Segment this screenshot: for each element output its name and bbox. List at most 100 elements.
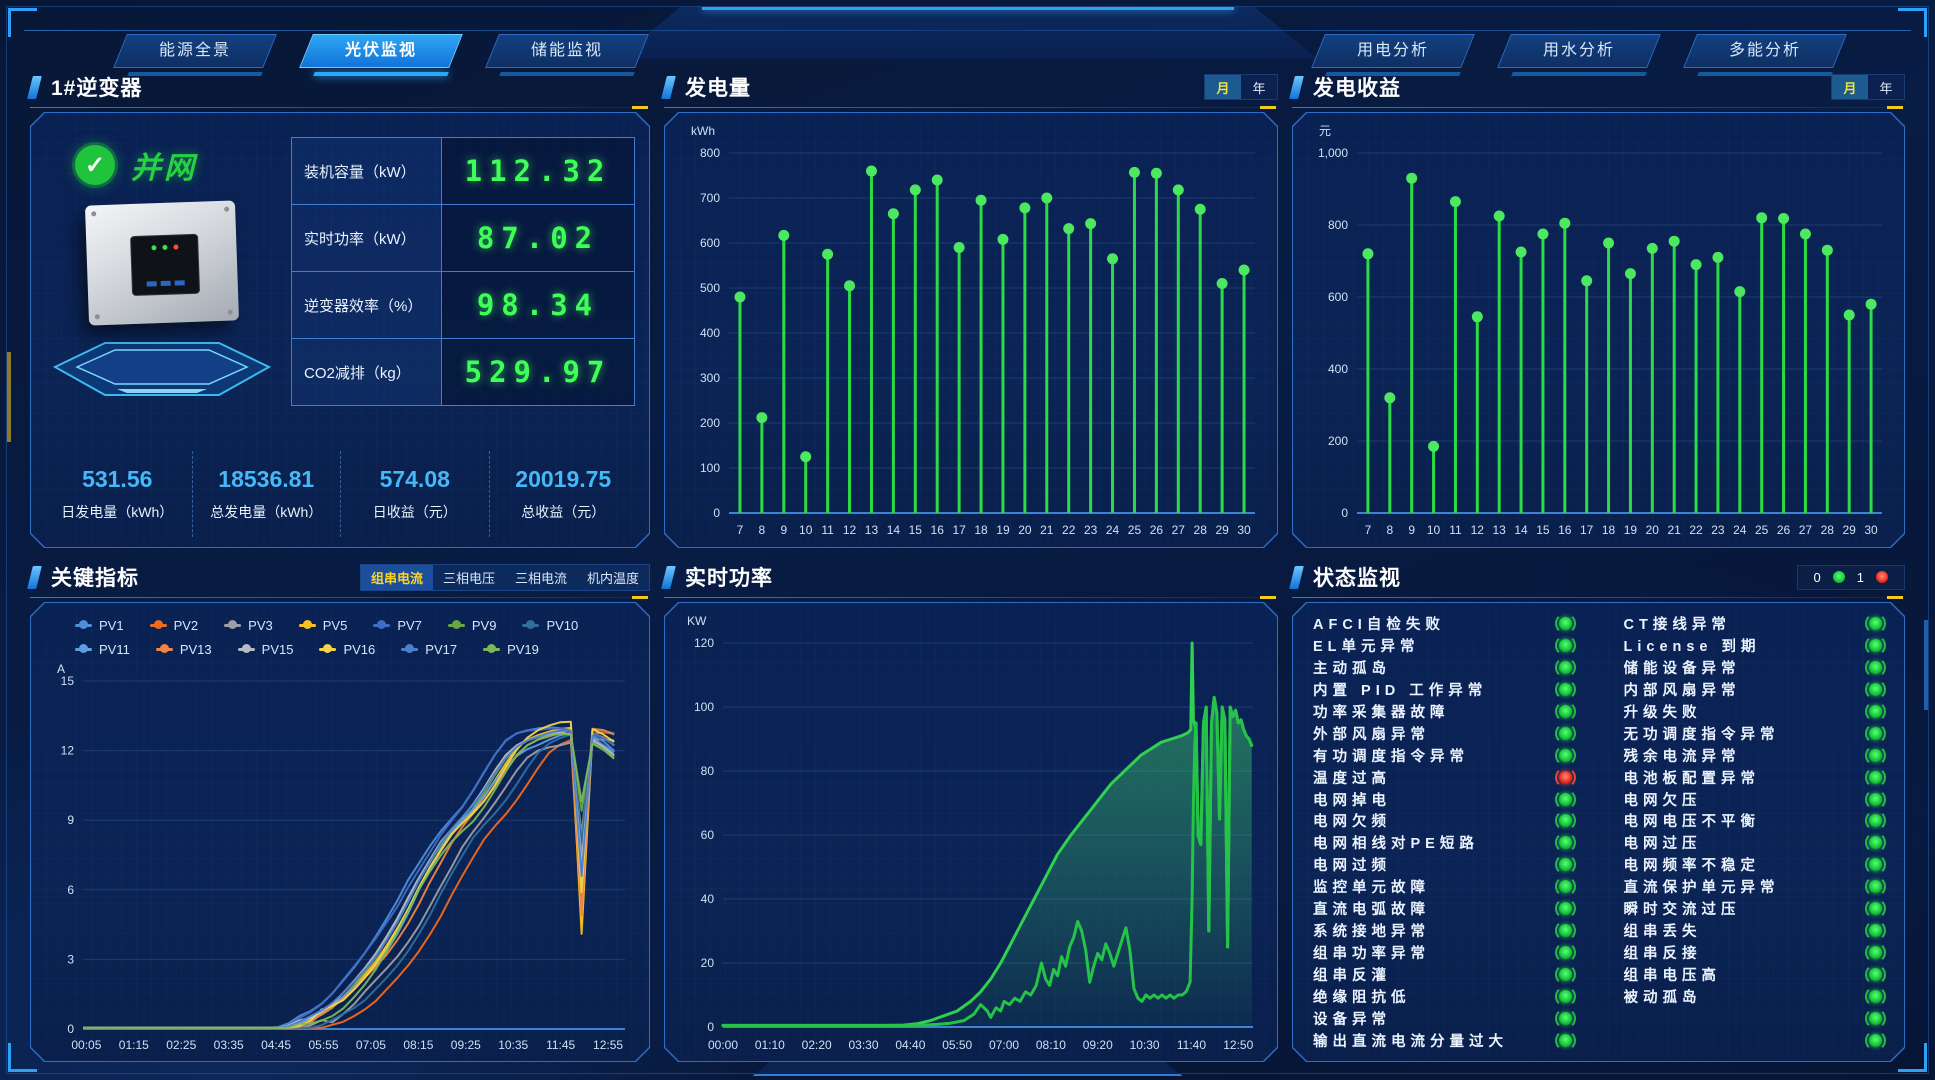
status-item: 组串电压高 <box>1624 964 1889 985</box>
generation-period-toggle: 月 年 <box>1204 74 1278 100</box>
svg-text:100: 100 <box>700 461 720 475</box>
status-led <box>1559 705 1572 718</box>
status-item: 外部风扇异常 <box>1313 723 1578 744</box>
status-label: 直流保护单元异常 <box>1623 880 1780 897</box>
status-item: 内置 PID 工作异常 <box>1313 679 1578 700</box>
svg-text:17: 17 <box>952 523 966 537</box>
tab-power-analysis[interactable]: 用电分析 <box>1311 34 1475 68</box>
status-label: 组串丢失 <box>1623 924 1702 941</box>
tab-label: 光伏监视 <box>344 42 417 59</box>
svg-text:400: 400 <box>700 326 720 340</box>
svg-text:10:30: 10:30 <box>1130 1038 1160 1052</box>
status-led <box>1869 990 1882 1003</box>
legend-pv16[interactable]: PV16 <box>319 642 375 657</box>
status-label: 组串电压高 <box>1623 968 1721 984</box>
title-accent-icon <box>661 565 676 589</box>
svg-text:02:20: 02:20 <box>802 1038 832 1052</box>
status-item: AFCI自检失败 <box>1313 613 1578 634</box>
status-label: 残余电流异常 <box>1623 748 1741 765</box>
legend-pv11[interactable]: PV11 <box>75 642 130 657</box>
legend-pv17[interactable]: PV17 <box>401 642 457 657</box>
svg-text:11: 11 <box>1449 523 1462 537</box>
metric-digital-value: 529.97 <box>442 339 634 405</box>
stat-value: 574.08 <box>379 466 450 492</box>
metric-digital-value: 112.32 <box>442 138 634 204</box>
tab-label: 能源全景 <box>158 42 231 59</box>
svg-text:60: 60 <box>701 828 715 842</box>
svg-text:0: 0 <box>713 506 720 520</box>
svg-text:13: 13 <box>865 523 879 537</box>
legend-pv2[interactable]: PV2 <box>150 618 199 633</box>
svg-text:9: 9 <box>67 813 74 827</box>
svg-text:29: 29 <box>1215 523 1229 537</box>
svg-text:10: 10 <box>1427 523 1441 537</box>
key-tab-three-phase-voltage[interactable]: 三相电压 <box>442 570 495 586</box>
status-label: 电网过频 <box>1313 858 1391 875</box>
status-label: 内置 PID 工作异常 <box>1313 682 1488 699</box>
key-tab-string-current[interactable]: 组串电流 <box>360 564 433 590</box>
svg-text:17: 17 <box>1580 523 1594 537</box>
svg-text:700: 700 <box>700 191 720 205</box>
title-accent-icon <box>1289 75 1304 99</box>
series-marker-icon <box>319 648 336 651</box>
main-grid: 1#逆变器 ✓ 并网 <box>27 70 1905 1062</box>
status-list: AFCI自检失败 EL单元异常 主动孤岛 内置 PID 工作异常 功率采集器故障 外部风扇… <box>1313 613 1888 1051</box>
month-toggle[interactable]: 月 <box>1832 75 1868 99</box>
revenue-period-toggle: 月 年 <box>1831 74 1905 100</box>
tab-water-analysis[interactable]: 用水分析 <box>1497 34 1661 68</box>
svg-text:40: 40 <box>701 892 715 906</box>
tab-pv-monitor[interactable]: 光伏监视 <box>299 34 463 68</box>
svg-text:10:35: 10:35 <box>498 1038 528 1052</box>
stat-value: 20019.75 <box>515 466 612 492</box>
legend-pv19[interactable]: PV19 <box>483 642 539 657</box>
status-led <box>1559 793 1572 806</box>
key-tab-internal-temp[interactable]: 机内温度 <box>586 570 639 586</box>
legend-pv13[interactable]: PV13 <box>156 642 212 657</box>
right-edge-accent <box>1924 620 1928 710</box>
status-led <box>1869 1034 1882 1047</box>
panel-title: 实时功率 <box>685 567 773 590</box>
year-toggle[interactable]: 年 <box>1868 75 1904 99</box>
tab-multi-energy-analysis[interactable]: 多能分析 <box>1683 34 1847 68</box>
year-toggle[interactable]: 年 <box>1241 75 1277 99</box>
status-item: 电网过频 <box>1313 854 1578 875</box>
status-led <box>1869 617 1882 630</box>
svg-text:1,000: 1,000 <box>1318 146 1348 160</box>
legend-pv5[interactable]: PV5 <box>299 618 348 633</box>
stat-value: 18536.81 <box>218 466 315 492</box>
tab-energy-overview[interactable]: 能源全景 <box>113 34 277 68</box>
status-led <box>1869 946 1882 959</box>
title-tick-icon <box>1260 596 1276 599</box>
metric-label: CO2减排（kg） <box>292 339 442 405</box>
month-toggle[interactable]: 月 <box>1205 75 1241 99</box>
status-label: 监控单元故障 <box>1313 880 1430 897</box>
title-tick-icon <box>1887 596 1903 599</box>
status-item: 被动孤岛 <box>1624 986 1889 1007</box>
svg-text:20: 20 <box>701 956 715 970</box>
title-accent-icon <box>27 75 42 99</box>
legend-pv9[interactable]: PV9 <box>448 618 497 633</box>
stat-cell: 531.56 日发电量（kWh） <box>43 451 192 537</box>
legend-pv1[interactable]: PV1 <box>75 618 124 633</box>
title-accent-icon <box>1289 565 1304 589</box>
svg-text:00:05: 00:05 <box>71 1038 101 1052</box>
header-decoration <box>617 7 1318 59</box>
legend-pv15[interactable]: PV15 <box>238 642 294 657</box>
legend-pv3[interactable]: PV3 <box>224 618 273 633</box>
legend-pv7[interactable]: PV7 <box>373 618 422 633</box>
key-tab-three-phase-current[interactable]: 三相电流 <box>514 570 567 586</box>
status-label: 被动孤岛 <box>1623 989 1702 1006</box>
tab-storage-monitor[interactable]: 储能监视 <box>485 34 649 68</box>
legend-pv10[interactable]: PV10 <box>522 618 578 633</box>
status-item: 电网频率不稳定 <box>1624 854 1889 875</box>
status-item: 电网欠频 <box>1313 810 1578 831</box>
svg-text:10: 10 <box>799 523 813 537</box>
status-led <box>1559 683 1572 696</box>
status-label: 功率采集器故障 <box>1313 704 1450 721</box>
inverter-table: 装机容量（kW） 112.32 实时功率（kW） 87.02 逆变器效率（%） 98.34… <box>291 137 635 406</box>
generation-panel: 发电量 月 年 kWh 0 100 200 300 400 500 600 700 800 7 8 9 1… <box>661 70 1278 548</box>
svg-text:100: 100 <box>694 700 714 714</box>
status-item: EL单元异常 <box>1313 635 1578 656</box>
tab-label: 多能分析 <box>1728 42 1801 59</box>
panel-title: 发电收益 <box>1313 77 1401 100</box>
